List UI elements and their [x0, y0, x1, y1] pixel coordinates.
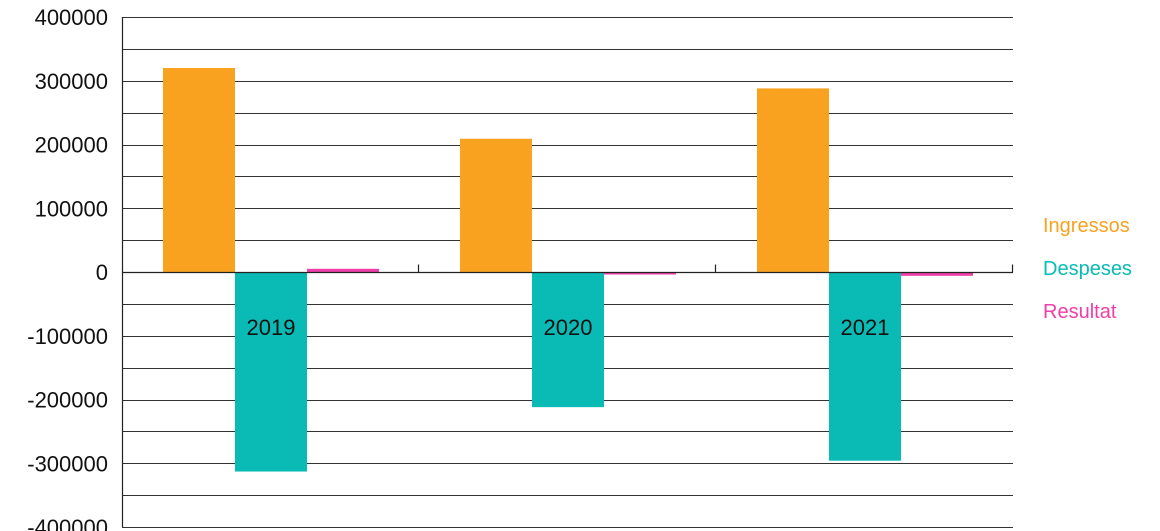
- y-tick-label: 0: [96, 260, 108, 285]
- x-category-label-2020: 2020: [544, 315, 593, 340]
- y-tick-label: 100000: [35, 196, 108, 221]
- y-tick-label: 400000: [35, 5, 108, 30]
- y-tick-label: 300000: [35, 69, 108, 94]
- bar-ingressos-2021: [757, 88, 829, 273]
- y-tick-label: -100000: [27, 324, 108, 349]
- y-tick-label: -200000: [27, 388, 108, 413]
- bar-ingressos-2019: [163, 68, 235, 272]
- bar-resultat-2021: [901, 272, 973, 276]
- axes: [121, 17, 1014, 527]
- y-tick-label: 200000: [35, 133, 108, 158]
- legend-entry-resultat: Resultat: [1043, 301, 1117, 323]
- bar-resultat-2019: [307, 268, 379, 272]
- bar-ingressos-2020: [460, 138, 532, 272]
- labels: 400000 300000 200000 100000 0 -100000 -200000 -…: [27, 5, 889, 531]
- y-tick-label: -400000: [27, 515, 108, 531]
- legend: Ingressos Despeses Resultat: [1043, 215, 1132, 323]
- bar-despeses-2021: [829, 272, 901, 461]
- y-tick-label: -300000: [27, 451, 108, 476]
- legend-entry-despeses: Despeses: [1043, 258, 1132, 280]
- x-category-label-2021: 2021: [841, 315, 890, 340]
- bars: [163, 68, 973, 472]
- bar-despeses-2019: [235, 272, 307, 472]
- bar-despeses-2020: [532, 272, 604, 408]
- bar-resultat-2020: [604, 272, 676, 275]
- legend-entry-ingressos: Ingressos: [1043, 215, 1130, 237]
- x-category-label-2019: 2019: [247, 315, 296, 340]
